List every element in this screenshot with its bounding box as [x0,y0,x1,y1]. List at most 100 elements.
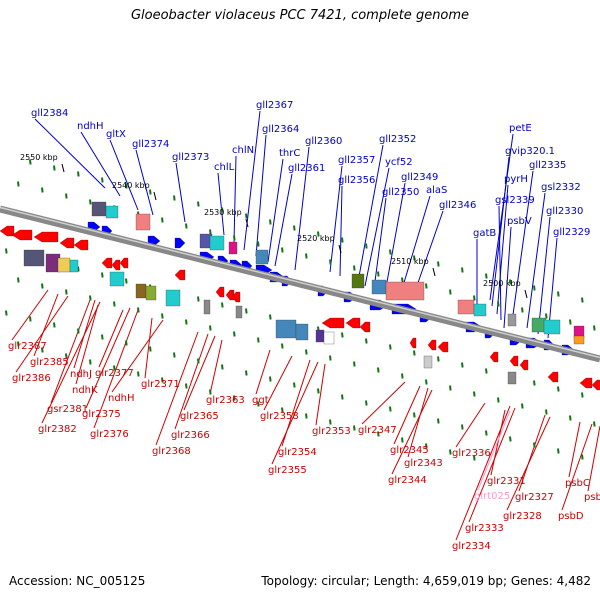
tick-mark [221,302,224,308]
forward-gene-label: gll2352 [379,134,416,145]
reverse-gene-leader [33,293,59,357]
forward-gene-leader [503,226,512,329]
reverse-gene-leader [407,387,429,458]
feature-block [109,271,125,287]
tick-mark [173,195,176,201]
tick-mark [377,367,380,373]
tick-mark [257,337,260,343]
reverse-gene-label: glr2371 [141,379,180,390]
reverse-gene-label: glr2366 [171,430,210,441]
tick-mark [113,365,116,371]
tick-mark [329,419,332,425]
tick-marks [5,159,596,461]
tick-mark [89,359,92,365]
tick-mark [461,362,464,368]
forward-gene-label: gll2335 [529,160,566,171]
reverse-gene-label: glr2355 [268,465,307,476]
reverse-gene-label: ndhJ [70,369,92,380]
forward-gene-leader [339,185,343,277]
reverse-gene-label: ndhK [72,385,98,396]
scale-tick [61,163,65,173]
tick-mark [557,386,560,392]
reverse-gene-leader [15,295,69,373]
tick-mark [473,455,476,461]
tick-mark [545,409,548,415]
forward-gene-label: ycf52 [385,157,413,168]
forward-gene-label: gatB [473,228,496,239]
tick-mark [365,400,368,406]
forward-gene-label: alaS [426,185,447,196]
forward-gene-label: gvip320.1 [505,146,555,157]
tick-mark [497,397,500,403]
tick-mark [101,334,104,340]
forward-gene-leader [491,156,510,307]
tick-mark [581,297,584,303]
reverse-gene-leader [455,405,511,541]
tick-mark [197,201,200,207]
reverse-gene-label: glr2382 [38,424,77,435]
tick-mark [389,406,392,412]
feature-block [351,273,365,289]
tick-mark [317,231,320,237]
reverse-gene-label: glr2368 [152,446,191,457]
reverse-gene-leader [315,363,326,426]
tick-mark [413,255,416,261]
forward-gene-leader [399,195,431,297]
tick-mark [53,322,56,328]
forward-gene-leader [255,134,267,257]
tick-mark [497,301,500,307]
tick-mark [149,189,152,195]
reverse-gene-arrow [215,286,225,298]
tick-mark [17,341,20,347]
feature-block [255,249,269,265]
reverse-gene-label: psbD [558,511,584,522]
scale-labels: 2550 kbp 2540 kbp 2530 kbp 2520 kbp 2510 kbp… [20,153,528,299]
tick-mark [161,377,164,383]
tick-mark [53,165,56,171]
feature-block [315,329,325,343]
gene-labels: gll2384ndhHgltXgll2374gll2373chlLchlNgll… [8,100,600,552]
forward-gene-leader [329,165,343,273]
tick-mark [341,237,344,243]
forward-gene-label: gll2350 [382,187,419,198]
tick-mark [101,272,104,278]
reverse-gene-leader [561,423,593,511]
tick-mark [353,361,356,367]
scale-label: 2540 kbp [112,181,150,190]
tick-mark [329,259,332,265]
tick-mark [185,223,188,229]
reverse-gene-arrow [509,355,519,367]
tick-mark [269,314,272,320]
forward-gene-label: chlN [232,145,254,156]
tick-mark [593,421,596,427]
forward-gene-label: gll2356 [338,175,375,186]
reverse-gene-label: psbC [565,478,590,489]
reverse-gene-arrow [101,257,113,269]
tick-mark [233,331,236,337]
tick-mark [113,301,116,307]
tick-mark [305,349,308,355]
forward-gene-label: thrC [279,148,300,159]
feature-block [371,279,387,295]
tick-mark [485,430,488,436]
tick-mark [269,376,272,382]
tick-mark [365,243,368,249]
tick-mark [377,431,380,437]
feature-block [385,281,425,301]
feature-block [473,303,487,317]
reverse-gene-leader [506,416,551,511]
tick-mark [425,443,428,449]
reverse-gene-leader [255,349,271,395]
reverse-gene-label: glr2376 [90,429,129,440]
tick-mark [233,395,236,401]
tick-mark [461,267,464,273]
scale-label: 2510 kbp [391,257,429,266]
tick-mark [209,389,212,395]
tick-mark [329,355,332,361]
reverse-gene-label: glr2385 [30,357,69,368]
scale-label: 2550 kbp [20,153,58,162]
reverse-gene-leader [50,299,91,404]
tick-mark [221,364,224,370]
tick-mark [449,385,452,391]
forward-gene-leader [294,146,310,271]
